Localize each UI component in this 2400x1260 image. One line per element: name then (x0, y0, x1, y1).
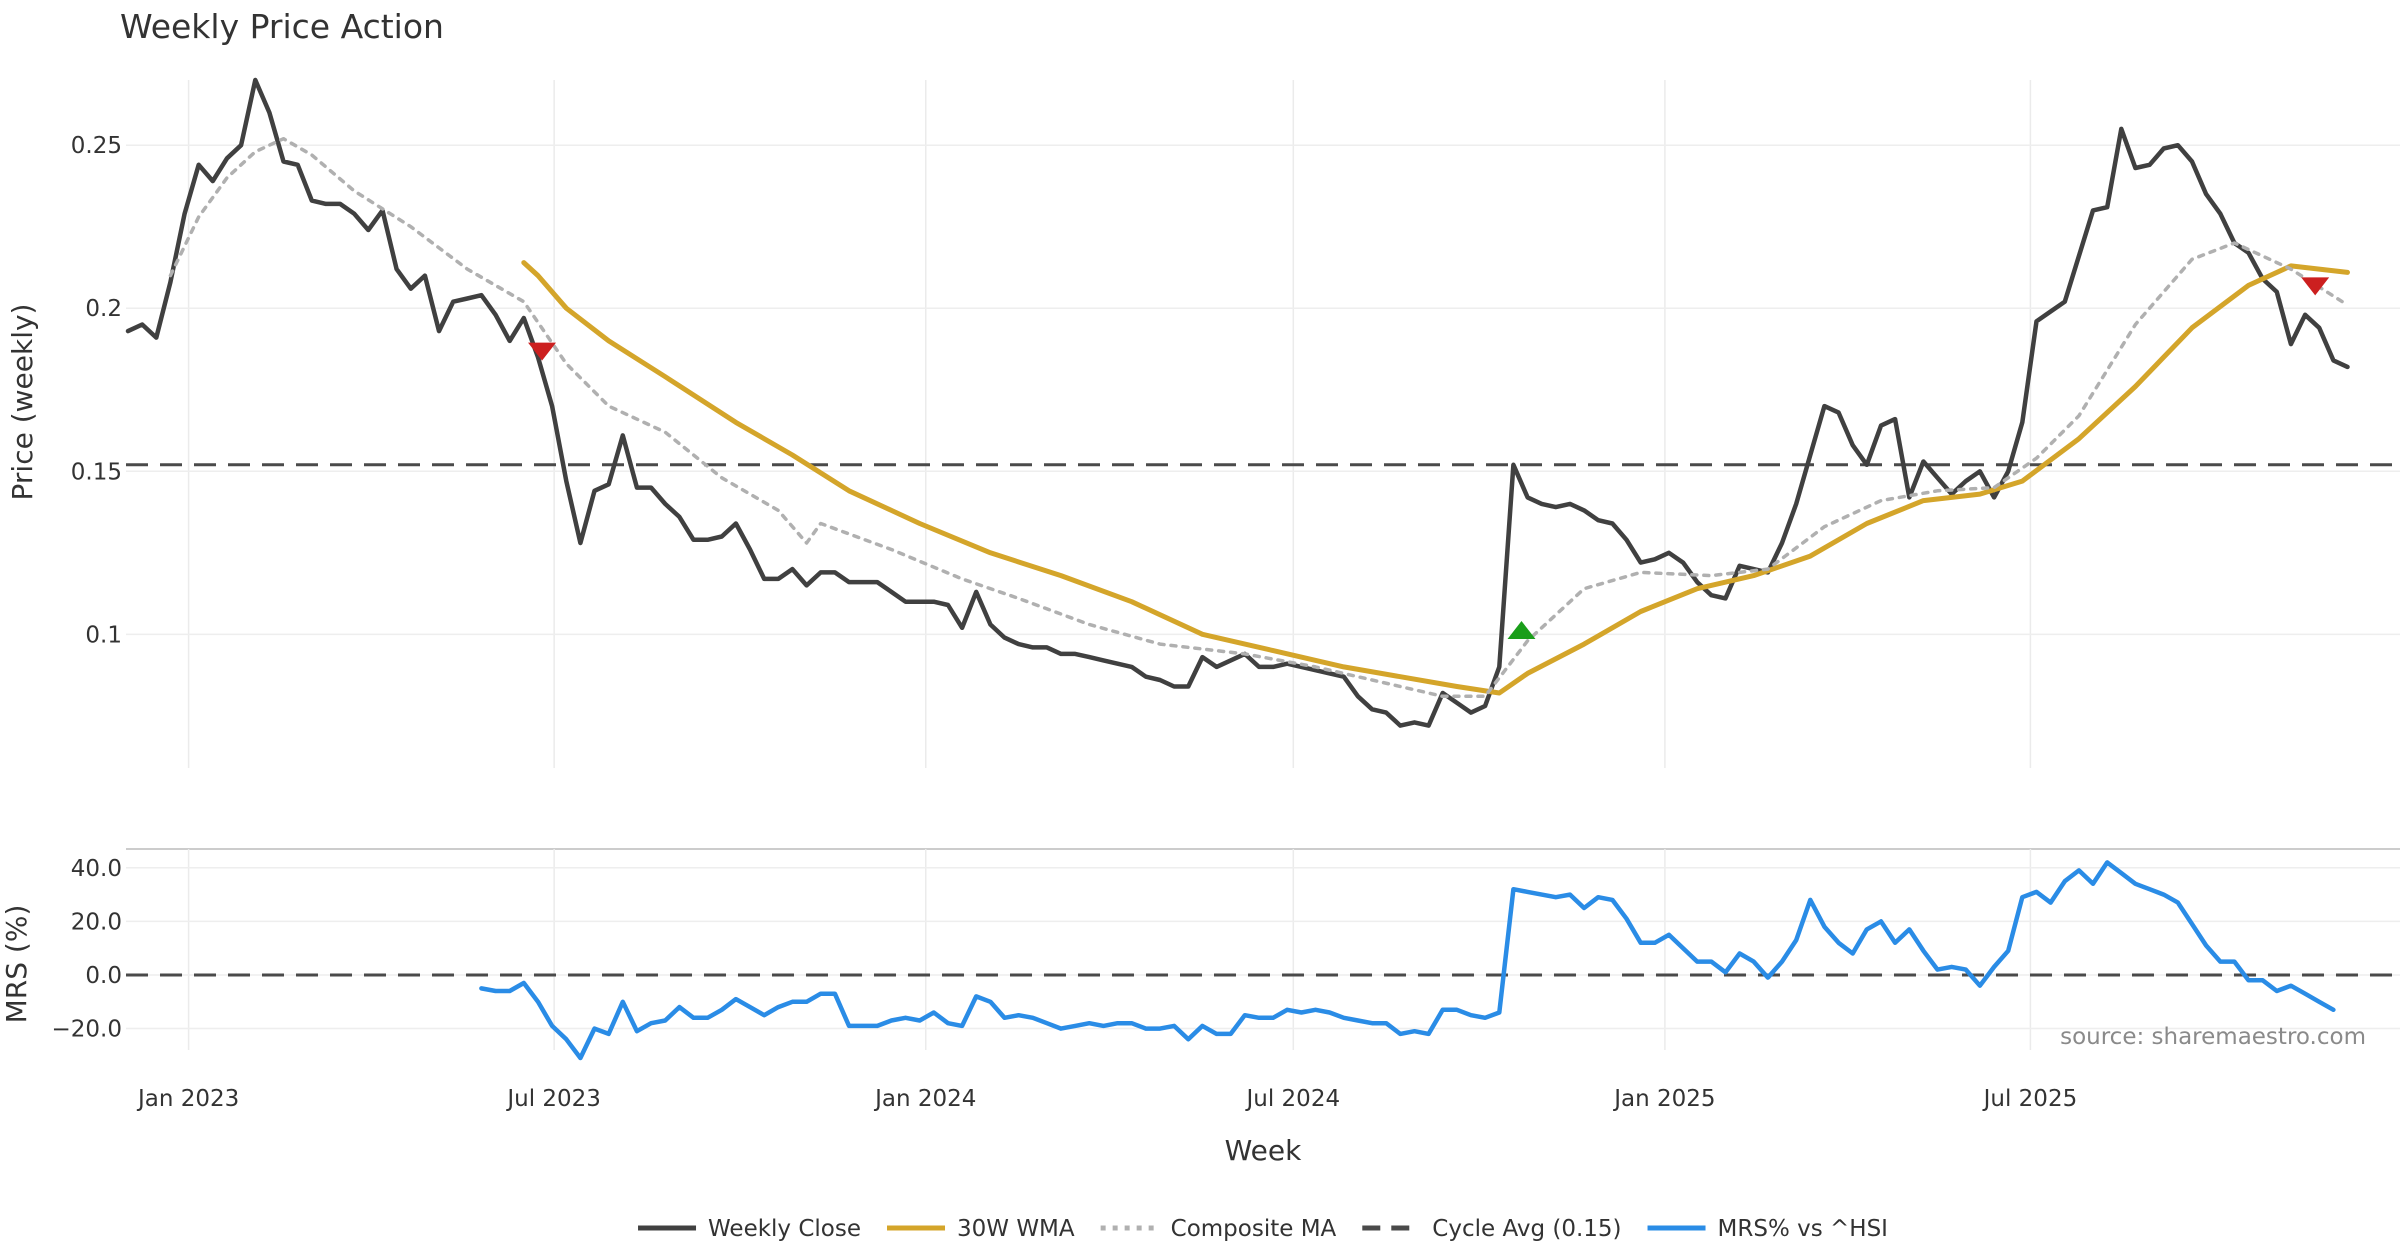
series-mrs-vs-hsi (479, 860, 2336, 1061)
series-weekly-close (125, 77, 2350, 728)
x-tick-jan-2023: Jan 2023 (136, 1086, 239, 1112)
series-30w-wma (521, 260, 2350, 696)
x-tick-jan-2024: Jan 2024 (873, 1086, 976, 1112)
mrs-series (126, 860, 2400, 1061)
y-tick-label: 0.15 (71, 459, 122, 485)
y-tick-label: −20.0 (52, 1017, 122, 1043)
chart-title: Weekly Price Action (120, 7, 444, 46)
price-y-axis-label: Price (weekly) (6, 304, 39, 501)
x-tick-jul-2024: Jul 2024 (1244, 1086, 1340, 1112)
legend: Weekly Close 30W WMA Composite MA Cycle Avg… (638, 1216, 1888, 1242)
price-y-ticks: 0.1 0.15 0.2 0.25 (71, 133, 122, 648)
y-tick-label: 0.1 (85, 622, 122, 648)
buy-signal-marker-2 (1507, 621, 1536, 640)
source-credit: source: sharemaestro.com (2060, 1024, 2366, 1050)
price-series (125, 77, 2400, 728)
price-panel-grid (126, 80, 2400, 768)
y-tick-label: 0.0 (85, 963, 122, 989)
signal-markers (528, 277, 2330, 640)
legend-label-weekly-close: Weekly Close (708, 1216, 861, 1242)
x-tick-jul-2023: Jul 2023 (505, 1086, 601, 1112)
legend-label-30w-wma: 30W WMA (957, 1216, 1075, 1242)
x-tick-labels: Jan 2023 Jul 2023 Jan 2024 Jul 2024 Jan 2025… (136, 1086, 2077, 1112)
sell-signal-marker-3 (2301, 277, 2330, 296)
y-tick-label: 20.0 (71, 909, 122, 935)
legend-label-cycle-avg-0-15: Cycle Avg (0.15) (1432, 1216, 1621, 1242)
sell-signal-marker-1 (528, 342, 557, 361)
y-tick-label: 40.0 (71, 856, 122, 882)
y-tick-label: 0.25 (71, 133, 122, 159)
x-tick-jan-2025: Jan 2025 (1612, 1086, 1715, 1112)
x-tick-jul-2025: Jul 2025 (1982, 1086, 2078, 1112)
series-composite-ma (168, 136, 2350, 699)
y-tick-label: 0.2 (85, 296, 122, 322)
legend-label-mrs-vs-hsi: MRS% vs ^HSI (1718, 1216, 1888, 1242)
x-axis-label: Week (1225, 1134, 1302, 1167)
mrs-y-ticks: −20.0 0.0 20.0 40.0 (52, 856, 122, 1043)
mrs-y-axis-label: MRS (%) (0, 905, 33, 1024)
legend-label-composite-ma: Composite MA (1171, 1216, 1337, 1242)
